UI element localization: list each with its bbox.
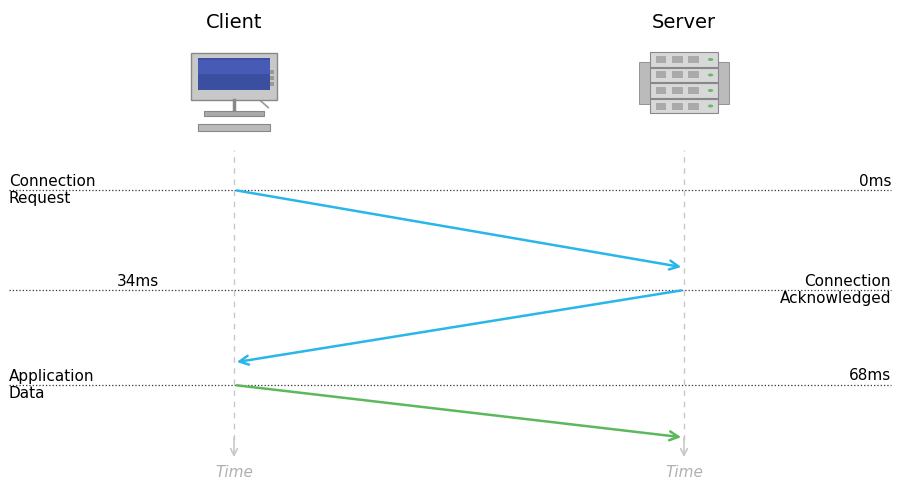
Text: Server: Server [652,12,716,32]
Circle shape [707,104,713,108]
Bar [655,72,666,78]
Bar [718,62,729,104]
Bar [270,76,274,80]
Bar [671,56,682,63]
Bar [671,87,682,94]
Bar [650,68,718,82]
Bar [204,111,264,116]
Text: Acknowledged: Acknowledged [779,292,891,306]
Text: Connection: Connection [805,274,891,288]
Text: Request: Request [9,192,71,206]
Bar [688,102,699,110]
Text: 34ms: 34ms [117,274,159,288]
Bar [270,70,274,74]
Text: Data: Data [9,386,46,402]
Bar [198,124,270,130]
Circle shape [707,58,713,61]
Bar [688,87,699,94]
Bar [639,62,650,104]
Bar [655,56,666,63]
Bar [671,102,682,110]
Text: Connection: Connection [9,174,95,188]
Text: 0ms: 0ms [859,174,891,188]
Bar [671,72,682,78]
Bar [650,52,718,66]
Bar [199,60,270,74]
Bar [192,52,277,100]
Bar [270,82,274,86]
Bar [655,102,666,110]
Bar [688,56,699,63]
Text: Time: Time [665,465,703,480]
Text: 68ms: 68ms [849,368,891,384]
Text: Time: Time [215,465,253,480]
Circle shape [707,89,713,92]
Bar [650,99,718,113]
Bar [688,72,699,78]
Text: Application: Application [9,368,94,384]
Text: Client: Client [206,12,262,32]
Bar [655,87,666,94]
Bar [650,84,718,98]
Circle shape [707,74,713,76]
Bar [199,58,270,90]
